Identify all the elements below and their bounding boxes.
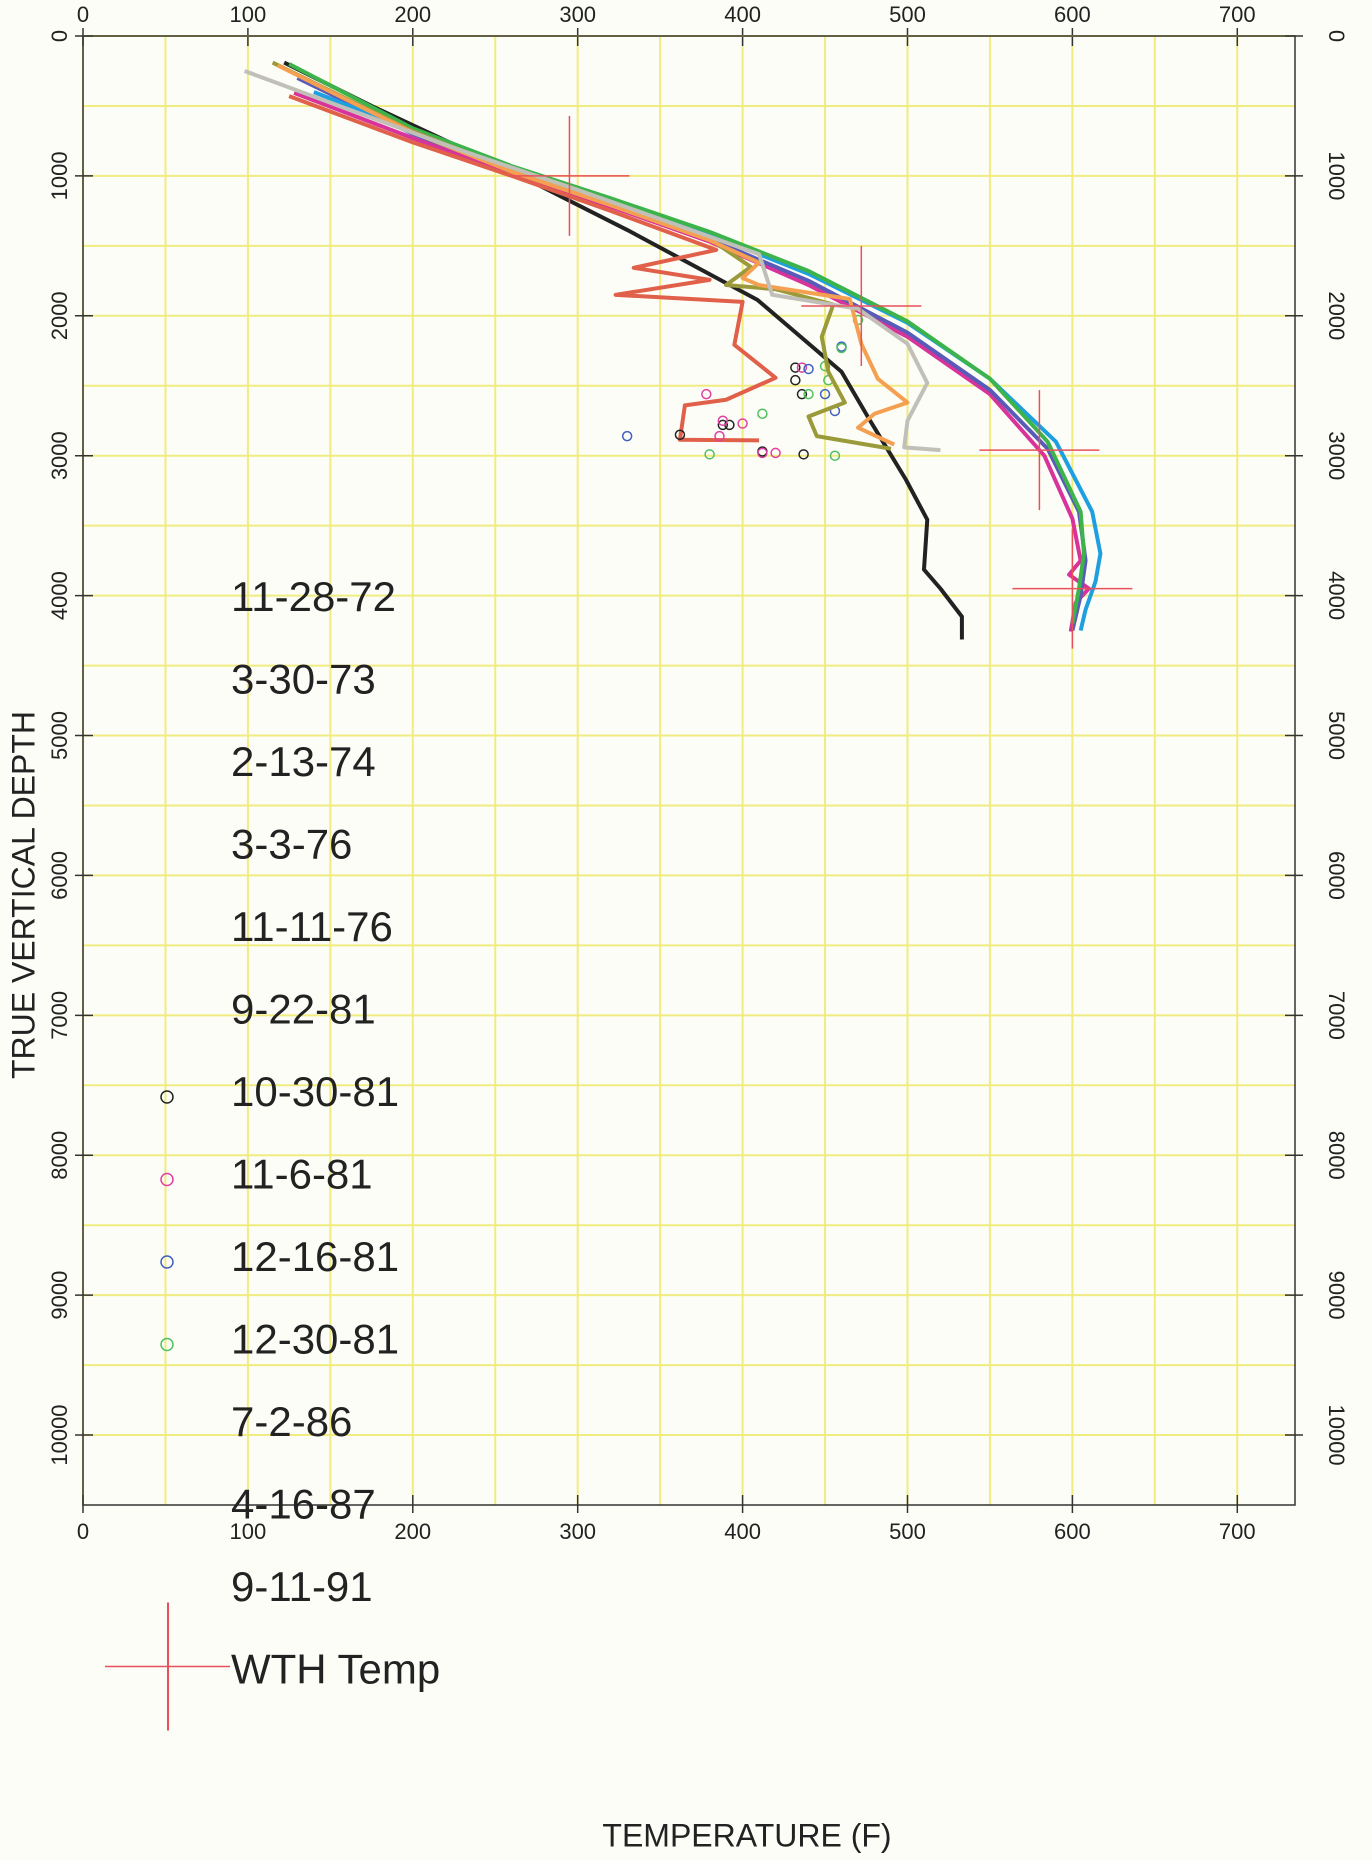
- legend-marker: [160, 1172, 174, 1187]
- scatter-point: [770, 447, 781, 459]
- x-tick-label-top: 300: [559, 2, 596, 27]
- legend-label: 11-11-76: [231, 903, 393, 950]
- x-tick-label-top: 100: [230, 2, 267, 27]
- y-tick-label: 1000: [47, 151, 72, 200]
- x-tick-label: 500: [889, 1519, 926, 1544]
- series-line: [283, 60, 964, 640]
- x-tick-label: 600: [1054, 1519, 1091, 1544]
- series-line: [288, 94, 778, 443]
- legend-label: 10-30-81: [231, 1068, 399, 1115]
- scatter-point: [701, 388, 712, 400]
- y-tick-label-right: 10000: [1324, 1404, 1349, 1465]
- x-tick-label: 200: [394, 1519, 431, 1544]
- y-tick-label-right: 9000: [1324, 1271, 1349, 1320]
- scatter-point: [737, 418, 748, 429]
- scatter-point: [836, 342, 847, 354]
- legend-label: 11-28-72: [231, 573, 396, 620]
- x-tick-label-top: 700: [1219, 2, 1256, 27]
- legend-label: 2-13-74: [231, 738, 376, 785]
- x-tick-label-top: 400: [724, 2, 761, 27]
- legend-label: 4-16-87: [231, 1481, 376, 1528]
- y-tick-label: 3000: [47, 431, 72, 480]
- scatter-point: [674, 429, 686, 440]
- cross-marker: [979, 390, 1100, 511]
- x-tick-label: 700: [1219, 1519, 1256, 1544]
- legend-marker: [160, 1255, 174, 1269]
- y-tick-label-right: 6000: [1324, 851, 1349, 900]
- y-tick-label-right: 8000: [1324, 1131, 1349, 1180]
- x-tick-label: 100: [230, 1519, 267, 1544]
- x-tick-label-top: 200: [394, 2, 431, 27]
- series-line: [313, 90, 1103, 632]
- cross-marker: [1012, 528, 1133, 649]
- scatter-point: [796, 388, 808, 400]
- legend-label: 12-30-81: [231, 1316, 399, 1363]
- legend-label: 12-16-81: [231, 1233, 399, 1280]
- y-tick-label-right: 5000: [1324, 711, 1349, 760]
- x-tick-label-top: 500: [889, 2, 926, 27]
- y-tick-label-right: 4000: [1324, 571, 1349, 620]
- y-axis-title: TRUE VERTICAL DEPTH: [5, 711, 41, 1079]
- y-tick-label-right: 3000: [1324, 431, 1349, 480]
- legend-marker: [160, 1090, 174, 1104]
- legend-label: 11-6-81: [231, 1151, 373, 1198]
- scatter-point: [798, 449, 809, 460]
- y-tick-label: 2000: [47, 291, 72, 340]
- x-tick-label: 0: [77, 1519, 89, 1544]
- cross-marker: [509, 115, 630, 236]
- scatter-point: [757, 447, 768, 459]
- scatter-point: [790, 362, 801, 373]
- y-tick-label: 8000: [47, 1131, 72, 1180]
- y-tick-label: 7000: [47, 991, 72, 1040]
- y-tick-label-right: 1000: [1324, 151, 1349, 200]
- y-tick-label: 5000: [47, 711, 72, 760]
- scatter-point: [790, 374, 801, 386]
- legend-label: 9-11-91: [231, 1563, 373, 1610]
- series-line: [276, 63, 910, 447]
- legend-marker: [160, 1337, 174, 1352]
- legend-label: 7-2-86: [231, 1398, 352, 1445]
- series-line: [243, 69, 941, 453]
- series-line: [288, 62, 1086, 624]
- scatter-point: [819, 388, 831, 400]
- legend-label: 9-22-81: [231, 986, 376, 1033]
- scatter-point: [717, 415, 729, 426]
- cross-marker: [801, 246, 922, 367]
- scatter-point: [829, 450, 841, 461]
- y-tick-label-right: 7000: [1324, 991, 1349, 1040]
- scatter-point: [621, 430, 633, 442]
- scatter-point: [803, 363, 814, 375]
- scatter-point: [724, 419, 735, 431]
- series-line: [296, 76, 1088, 632]
- scatter-point: [803, 388, 814, 400]
- legend-label: WTH Temp: [231, 1646, 440, 1693]
- y-tick-label: 6000: [47, 851, 72, 900]
- legend-label: 3-3-76: [231, 821, 352, 868]
- x-tick-label-top: 600: [1054, 2, 1091, 27]
- scatter-point: [796, 362, 808, 373]
- y-tick-label-right: 2000: [1324, 291, 1349, 340]
- scatter-point: [714, 430, 725, 442]
- y-tick-label: 0: [47, 30, 72, 42]
- y-tick-label: 10000: [47, 1404, 72, 1465]
- x-tick-label: 300: [559, 1519, 596, 1544]
- legend-label: 3-30-73: [231, 656, 376, 703]
- scatter-point: [757, 408, 768, 419]
- y-tick-label-right: 0: [1324, 30, 1349, 42]
- y-tick-label: 9000: [47, 1271, 72, 1320]
- y-tick-label: 4000: [47, 571, 72, 620]
- scatter-point: [717, 419, 729, 431]
- x-tick-label-top: 0: [77, 2, 89, 27]
- plot-frame: [82, 35, 1296, 1506]
- x-axis-title: TEMPERATURE (F): [602, 1817, 891, 1853]
- scatter-point: [704, 449, 715, 460]
- x-tick-label: 400: [724, 1519, 761, 1544]
